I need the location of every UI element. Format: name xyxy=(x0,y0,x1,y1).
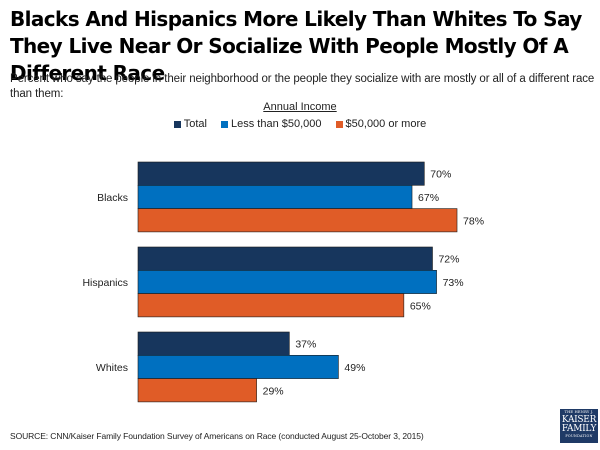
data-label-hispanics-less-than-50-000: 73% xyxy=(443,277,464,289)
data-label-hispanics-50-000-or-more: 65% xyxy=(410,300,431,312)
category-label-whites: Whites xyxy=(96,362,128,374)
category-label-blacks: Blacks xyxy=(97,192,128,204)
category-label-hispanics: Hispanics xyxy=(82,277,128,289)
data-label-whites-less-than-50-000: 49% xyxy=(344,362,365,374)
bar-whites-total xyxy=(137,331,290,356)
legend-item-50k-or-more: $50,000 or more xyxy=(335,118,427,130)
bar-whites-less-than-50-000 xyxy=(137,354,339,379)
chart-subtitle: Percent who say the people in their neig… xyxy=(10,73,595,100)
legend-item-total: Total xyxy=(173,118,207,130)
data-label-blacks-less-than-50-000: 67% xyxy=(418,192,439,204)
data-label-whites-50-000-or-more: 29% xyxy=(263,385,284,397)
legend-swatch-less-than-50k xyxy=(221,120,228,128)
source-note: SOURCE: CNN/Kaiser Family Foundation Sur… xyxy=(10,431,424,441)
legend-title: Annual Income xyxy=(263,101,337,113)
kaiser-family-foundation-logo: THE HENRY J. KAISER FAMILY FOUNDATION xyxy=(560,409,598,443)
legend-label-total: Total xyxy=(183,118,207,130)
logo-line-2: KAISER xyxy=(561,414,597,425)
bar-blacks-less-than-50-000 xyxy=(137,185,413,209)
bar-hispanics-total xyxy=(137,246,433,271)
data-label-blacks-50-000-or-more: 78% xyxy=(463,215,484,227)
bar-blacks-50-000-or-more xyxy=(137,208,458,233)
data-label-blacks-total: 70% xyxy=(430,169,451,181)
logo-line-4: FOUNDATION xyxy=(565,433,593,438)
bar-hispanics-less-than-50-000 xyxy=(137,269,437,294)
logo-line-1: THE HENRY J. xyxy=(564,410,594,414)
data-label-hispanics-total: 72% xyxy=(438,254,459,266)
legend-swatch-total xyxy=(173,120,181,128)
bar-whites-50-000-or-more xyxy=(137,378,257,403)
chart-title: Blacks And Hispanics More Likely Than Wh… xyxy=(10,7,582,85)
bar-hispanics-50-000-or-more xyxy=(137,293,405,318)
logo-line-3: FAMILY xyxy=(561,423,597,434)
legend-label-50k-or-more: $50,000 or more xyxy=(345,118,427,130)
data-label-whites-total: 37% xyxy=(295,339,316,351)
bar-blacks-total xyxy=(137,161,425,186)
legend-item-less-than-50k: Less than $50,000 xyxy=(221,118,322,130)
legend: Total Less than $50,000 $50,000 or more xyxy=(0,118,600,130)
legend-label-less-than-50k: Less than $50,000 xyxy=(231,118,322,130)
legend-swatch-50k-or-more xyxy=(335,120,343,128)
